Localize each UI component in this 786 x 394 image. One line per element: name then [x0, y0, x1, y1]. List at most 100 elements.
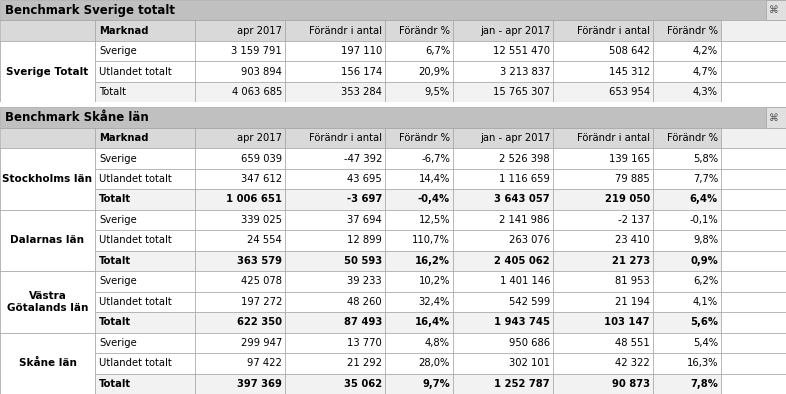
Bar — [653, 353, 721, 374]
Bar — [721, 20, 786, 41]
Bar — [385, 189, 453, 210]
Text: Förändr %: Förändr % — [667, 133, 718, 143]
Text: 4 063 685: 4 063 685 — [232, 87, 282, 97]
Bar — [285, 312, 385, 333]
Bar — [653, 271, 721, 292]
Bar — [195, 82, 285, 102]
Text: 7,7%: 7,7% — [692, 174, 718, 184]
Bar — [195, 41, 285, 61]
Bar — [385, 374, 453, 394]
Text: 363 579: 363 579 — [237, 256, 282, 266]
Bar — [721, 189, 786, 210]
Text: -47 392: -47 392 — [343, 154, 382, 164]
Bar — [195, 374, 285, 394]
Text: 48 260: 48 260 — [347, 297, 382, 307]
Text: 4,7%: 4,7% — [693, 67, 718, 77]
Bar — [0, 189, 95, 210]
Bar — [95, 169, 195, 189]
Text: Förändr %: Förändr % — [399, 26, 450, 36]
Bar — [653, 169, 721, 189]
Bar — [653, 148, 721, 169]
Bar — [766, 0, 786, 20]
Bar — [553, 169, 653, 189]
Bar — [195, 292, 285, 312]
Bar — [721, 82, 786, 102]
Text: 24 554: 24 554 — [248, 236, 282, 245]
Bar — [195, 333, 285, 353]
Bar — [95, 292, 195, 312]
Bar — [285, 169, 385, 189]
Bar — [195, 128, 285, 148]
Bar — [195, 353, 285, 374]
Bar — [653, 189, 721, 210]
Text: Totalt: Totalt — [99, 379, 131, 389]
Bar — [0, 292, 95, 312]
Text: 79 885: 79 885 — [615, 174, 650, 184]
Bar — [453, 333, 553, 353]
Text: Totalt: Totalt — [99, 87, 126, 97]
Bar — [453, 148, 553, 169]
Bar — [385, 41, 453, 61]
Bar — [195, 210, 285, 230]
Bar — [285, 41, 385, 61]
Text: 81 953: 81 953 — [615, 277, 650, 286]
Text: 103 147: 103 147 — [604, 317, 650, 327]
Text: Förändr i antal: Förändr i antal — [577, 26, 650, 36]
Bar — [721, 230, 786, 251]
Bar — [0, 148, 95, 169]
Text: 542 599: 542 599 — [509, 297, 550, 307]
Text: 353 284: 353 284 — [341, 87, 382, 97]
Bar — [453, 41, 553, 61]
Text: 3 643 057: 3 643 057 — [494, 195, 550, 204]
Text: 20,9%: 20,9% — [418, 67, 450, 77]
Bar — [285, 292, 385, 312]
Bar — [553, 251, 653, 271]
Bar — [95, 41, 195, 61]
Bar — [453, 61, 553, 82]
Text: 2 405 062: 2 405 062 — [494, 256, 550, 266]
Bar — [553, 128, 653, 148]
Text: 7,8%: 7,8% — [690, 379, 718, 389]
Text: 9,8%: 9,8% — [693, 236, 718, 245]
Text: Förändr i antal: Förändr i antal — [309, 133, 382, 143]
Bar — [385, 312, 453, 333]
Bar — [95, 128, 195, 148]
Bar — [285, 148, 385, 169]
Text: 397 369: 397 369 — [237, 379, 282, 389]
Text: 6,4%: 6,4% — [690, 195, 718, 204]
Bar — [653, 41, 721, 61]
Bar — [385, 148, 453, 169]
Text: 4,1%: 4,1% — [693, 297, 718, 307]
Bar — [385, 333, 453, 353]
Bar — [0, 271, 95, 333]
Bar — [721, 210, 786, 230]
Bar — [553, 148, 653, 169]
Bar — [453, 312, 553, 333]
Bar — [195, 20, 285, 41]
Bar — [0, 0, 786, 20]
Text: Marknad: Marknad — [99, 133, 149, 143]
Bar — [0, 210, 95, 271]
Bar — [95, 353, 195, 374]
Text: 50 593: 50 593 — [344, 256, 382, 266]
Bar — [553, 82, 653, 102]
Bar — [385, 20, 453, 41]
Bar — [721, 61, 786, 82]
Bar — [0, 169, 95, 189]
Text: Skåne län: Skåne län — [19, 358, 76, 368]
Text: Utlandet totalt: Utlandet totalt — [99, 174, 172, 184]
Text: 35 062: 35 062 — [344, 379, 382, 389]
Text: Utlandet totalt: Utlandet totalt — [99, 67, 172, 77]
Text: 87 493: 87 493 — [343, 317, 382, 327]
Text: 16,3%: 16,3% — [686, 358, 718, 368]
Text: Västra
Götalands län: Västra Götalands län — [7, 291, 88, 313]
Text: 43 695: 43 695 — [347, 174, 382, 184]
Text: Förändr %: Förändr % — [399, 133, 450, 143]
Text: 950 686: 950 686 — [509, 338, 550, 348]
Bar — [0, 251, 95, 271]
Bar — [721, 271, 786, 292]
Bar — [453, 169, 553, 189]
Text: ⌘: ⌘ — [769, 113, 779, 123]
Bar — [195, 230, 285, 251]
Text: 1 943 745: 1 943 745 — [494, 317, 550, 327]
